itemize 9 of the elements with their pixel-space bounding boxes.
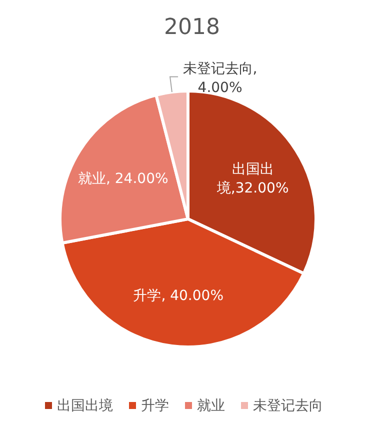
legend-label: 出国出境 <box>57 398 113 414</box>
data-label: 未登记去向, 4.00% <box>182 60 258 96</box>
legend-label: 就业 <box>197 398 225 414</box>
legend-label: 未登记去向 <box>253 398 323 414</box>
data-label: 升学, 40.00% <box>133 288 224 304</box>
legend-label: 升学 <box>141 398 169 414</box>
data-label: 出国出境,32.00% <box>216 161 289 196</box>
data-label: 就业, 24.00% <box>78 170 168 187</box>
chart-title: 2018 <box>164 15 220 40</box>
